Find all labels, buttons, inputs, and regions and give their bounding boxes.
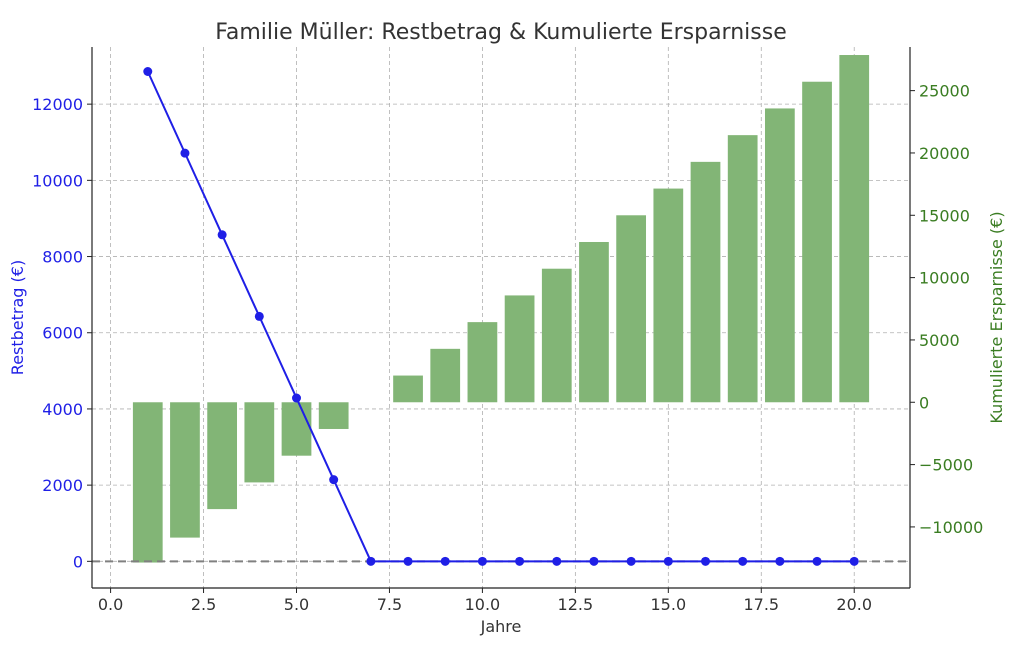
x-tick-label-3: 7.5 xyxy=(377,595,402,614)
savings-bar-2 xyxy=(170,402,200,538)
y-right-tick-label-1: −5000 xyxy=(919,456,973,475)
savings-bar-18 xyxy=(764,108,795,403)
savings-bar-6 xyxy=(318,402,349,429)
remaining-balance-point-3 xyxy=(217,230,227,240)
x-axis-ticks: 0.0 2.5 5.0 7.5 10.0 12.5 15.0 17.5 20.0 xyxy=(98,588,872,614)
axes xyxy=(91,47,911,589)
remaining-balance-point-16 xyxy=(701,556,710,566)
remaining-balance-point-19 xyxy=(812,556,822,566)
savings-bar-17 xyxy=(727,135,758,403)
y-right-tick-label-6: 20000 xyxy=(919,144,970,163)
x-tick-label-8: 20.0 xyxy=(836,595,872,614)
x-tick-label-5: 12.5 xyxy=(558,595,594,614)
remaining-balance-point-14 xyxy=(626,556,636,566)
remaining-balance-point-1 xyxy=(143,66,153,76)
y-right-tick-label-0: −10000 xyxy=(919,518,983,537)
remaining-balance-point-10 xyxy=(477,556,487,566)
y-axis-right-label: Kumulierte Ersparnisse (€) xyxy=(987,211,1006,423)
x-tick-label-4: 10.0 xyxy=(465,595,501,614)
remaining-balance-point-5 xyxy=(292,393,301,403)
remaining-balance-point-8 xyxy=(403,556,413,566)
savings-bar-15 xyxy=(653,188,684,403)
x-axis-label: Jahre xyxy=(480,617,522,636)
savings-bar-11 xyxy=(504,295,535,403)
x-tick-label-2: 5.0 xyxy=(284,595,309,614)
y-right-tick-label-4: 10000 xyxy=(919,269,970,288)
x-tick-label-0: 0.0 xyxy=(98,595,123,614)
y-left-tick-label-4: 8000 xyxy=(42,248,83,267)
savings-bar-16 xyxy=(690,161,721,403)
savings-bar-8 xyxy=(393,375,423,403)
savings-bar-9 xyxy=(430,348,461,403)
remaining-balance-line xyxy=(143,66,859,566)
remaining-balance-point-2 xyxy=(180,148,190,158)
savings-bar-12 xyxy=(541,268,572,403)
savings-bar-10 xyxy=(467,322,498,403)
remaining-balance-point-13 xyxy=(589,556,599,566)
remaining-balance-point-20 xyxy=(849,556,859,566)
y-left-tick-label-3: 6000 xyxy=(42,324,83,343)
savings-bar-14 xyxy=(616,215,647,403)
remaining-balance-point-15 xyxy=(663,556,673,566)
savings-bar-20 xyxy=(839,55,870,403)
savings-bar-4 xyxy=(244,402,275,483)
y-right-tick-label-3: 5000 xyxy=(919,331,960,350)
remaining-balance-point-7 xyxy=(366,556,376,566)
remaining-balance-point-4 xyxy=(254,311,264,321)
y-axis-right-ticks: −10000 −5000 0 5000 10000 15000 20000 25000 xyxy=(910,82,983,537)
remaining-balance-point-9 xyxy=(440,556,450,566)
savings-bar-13 xyxy=(579,241,609,403)
remaining-balance-point-18 xyxy=(775,556,785,566)
savings-bar-3 xyxy=(207,402,238,510)
y-left-tick-label-0: 0 xyxy=(73,552,83,571)
remaining-balance-point-11 xyxy=(515,556,525,566)
x-tick-label-7: 17.5 xyxy=(743,595,779,614)
y-right-tick-label-7: 25000 xyxy=(919,82,970,101)
remaining-balance-point-17 xyxy=(738,556,748,566)
savings-bar-19 xyxy=(802,81,832,403)
y-right-tick-label-2: 0 xyxy=(919,393,929,412)
remaining-balance-point-12 xyxy=(552,556,562,566)
remaining-balance-path xyxy=(146,71,855,563)
y-left-tick-label-5: 10000 xyxy=(32,171,83,190)
savings-bar-5 xyxy=(281,402,312,456)
x-tick-label-1: 2.5 xyxy=(191,595,216,614)
y-axis-left-label: Restbetrag (€) xyxy=(8,260,27,375)
y-left-tick-label-1: 2000 xyxy=(42,476,83,495)
savings-bar-1 xyxy=(132,402,163,563)
remaining-balance-point-6 xyxy=(329,475,339,485)
y-right-tick-label-5: 15000 xyxy=(919,206,970,225)
y-left-tick-label-2: 4000 xyxy=(42,400,83,419)
chart-title: Familie Müller: Restbetrag & Kumulierte … xyxy=(215,20,786,45)
y-left-tick-label-6: 12000 xyxy=(32,95,83,114)
y-axis-left-ticks: 0 2000 4000 6000 8000 10000 12000 xyxy=(32,95,92,571)
savings-bars xyxy=(132,55,870,563)
x-tick-label-6: 15.0 xyxy=(651,595,687,614)
